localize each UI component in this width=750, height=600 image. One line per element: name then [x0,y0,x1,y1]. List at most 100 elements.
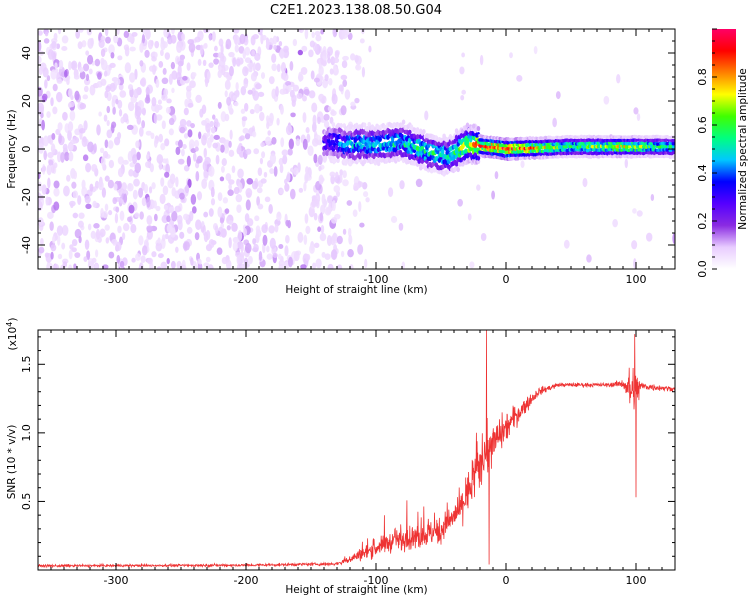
spectrogram-cell [353,182,360,191]
spectrogram-cell [95,249,99,258]
spectrogram-cell [77,41,83,50]
spectrogram-cell [71,238,78,247]
spectrogram-cell [305,127,310,134]
spectrogram-cell [311,102,318,113]
spectrogram-cell [57,151,62,163]
spectrogram-cell [225,38,232,50]
spectrogram-cell [317,226,322,232]
spectrogram-cell [38,246,45,254]
spectrogram-cell [186,85,192,92]
spectrogram-cell [126,124,134,131]
spectrogram-cell [219,217,225,224]
spectrogram-cell [321,193,326,205]
spectrogram-cell [313,77,320,83]
spectrogram-cell [176,42,183,54]
spectrogram-cell [62,111,67,120]
spectrogram-cell [61,225,69,236]
spectrogram-cell [51,41,57,49]
spectrogram-cell [87,223,92,231]
spectrogram-cell [358,201,362,212]
spectrogram-cell [303,234,308,246]
spectrogram-cell [161,234,166,242]
spectrogram-cell [55,91,63,103]
spectrogram-cell [399,180,405,190]
spectrogram-cell [50,244,57,252]
spectrogram-cell [376,160,381,167]
spectrogram-cell [203,147,207,159]
spectrogram-cell [228,149,235,157]
spectrogram-cell [359,222,365,228]
spectrogram-cell [64,151,70,162]
spectrogram-cell [175,140,179,146]
snr-x-tick-label: -300 [104,574,129,587]
spectrogram-cell [335,171,339,179]
spectrogram-cell [154,104,160,114]
spectrogram-cell [38,66,43,76]
spectrogram-cell [300,264,307,269]
spectrogram-cell [154,51,158,58]
spectrogram-cell [220,44,224,55]
spectrogram-cell [38,143,44,154]
spectrogram-cell [138,127,144,137]
spectrogram-cell [134,162,141,174]
spectrogram-cell [151,251,157,258]
spectrogram-cell [281,149,289,156]
spectrogram-cell [348,227,352,237]
spectrogram-cell [324,74,329,82]
spectrogram-cell [321,49,327,55]
spectrogram-cell [96,124,101,136]
spectrogram-cell [100,48,106,58]
spectrogram-cell [52,106,58,115]
colorbar-gradient [712,29,736,269]
spectrogram-cell [586,254,592,263]
spectrogram-cell [232,236,239,243]
spectrogram-cell [272,35,278,45]
spectrogram-cell [79,127,86,134]
spectrogram-cell [464,148,468,154]
spectrogram-cell [92,200,97,208]
spectrogram-cell [61,35,69,44]
spectrogram-cell [318,93,325,102]
spectrogram-cell [217,66,222,72]
spectrogram-cell [203,211,209,218]
spectrogram-x-tick-label: -200 [234,273,259,286]
spectrogram-cell [311,137,319,147]
spectrogram-cell [74,90,80,101]
spectrogram-cell [284,183,290,192]
spectrogram-cell [103,114,108,122]
spectrogram-cell [175,71,182,81]
spectrogram-cell [141,120,146,129]
spectrogram-cell [304,213,309,224]
spectrogram-cell [117,167,124,178]
spectrogram-cell [91,164,98,172]
spectrogram-cell [212,114,216,120]
spectrogram-cell [157,99,162,105]
spectrogram-cell [279,188,284,195]
spectrogram-cell [646,232,653,242]
spectrogram-cell [179,231,185,239]
spectrogram-cell [268,76,275,85]
spectrogram-cell [38,201,43,211]
spectrogram-cell [182,144,187,150]
spectrogram-x-tick-label: 100 [626,273,647,286]
spectrogram-cell [168,206,174,213]
spectrogram-cell [186,62,191,71]
spectrogram-cell [249,109,255,115]
spectrogram-cell [128,169,134,177]
spectrogram-cell [175,146,181,156]
spectrogram-cell [131,31,138,37]
spectrogram-cell [279,48,285,59]
spectrogram-cell [124,62,132,74]
spectrogram-cell [333,185,341,193]
spectrogram-cell [138,235,144,246]
spectrogram-cell [129,46,136,52]
spectrogram-cell [365,197,370,203]
spectrogram-cell [267,130,271,136]
spectrogram-cell [338,84,344,92]
spectrogram-cell [214,45,218,52]
spectrogram-cell [246,177,254,185]
spectrogram-cell [322,79,329,86]
spectrogram-cell [148,65,155,72]
spectrogram-cell [563,239,570,249]
colorbar-tick-label: 0.8 [696,68,709,86]
